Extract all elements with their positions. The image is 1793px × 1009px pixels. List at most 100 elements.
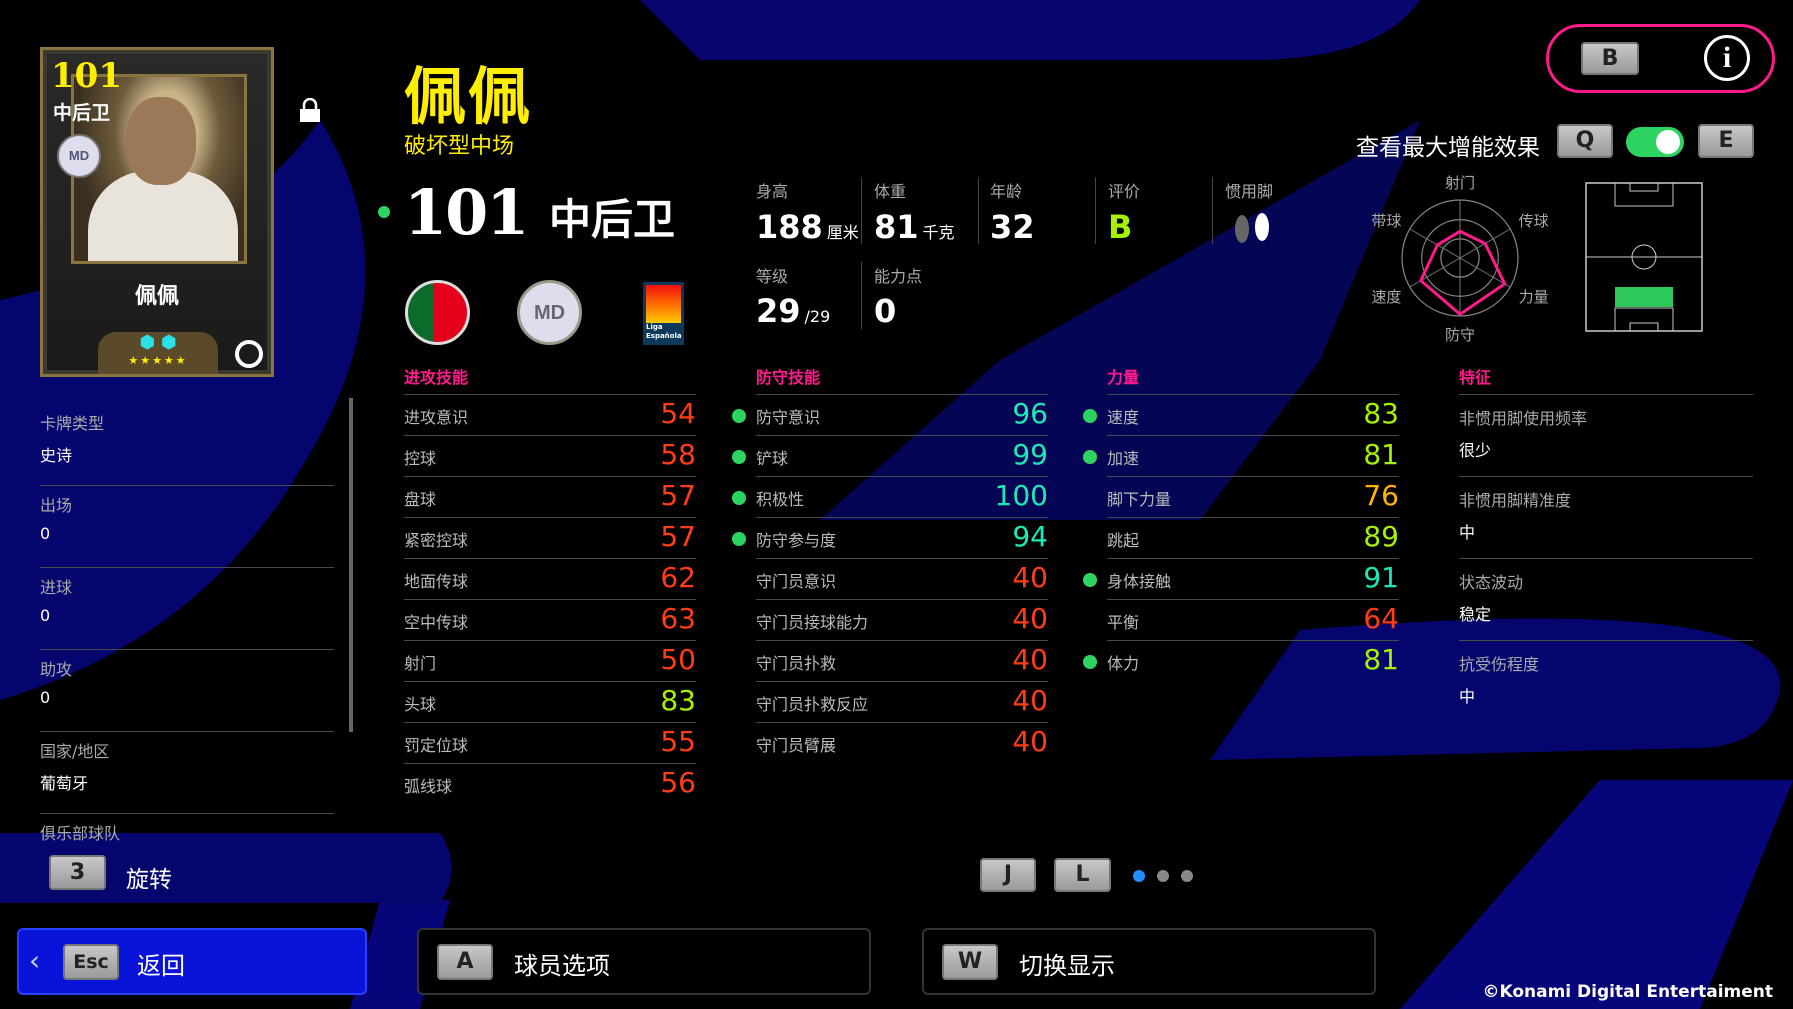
- chevron-left-icon: ‹: [29, 944, 41, 977]
- stat-row: 弧线球 56: [404, 763, 696, 804]
- position-pitch-map: [1585, 182, 1703, 332]
- stat-row: 控球 58: [404, 435, 696, 476]
- top-right-controls: [1546, 24, 1775, 93]
- stat-value: 76: [1363, 479, 1399, 512]
- efootball-logo-icon: [235, 340, 263, 368]
- lock-icon[interactable]: [299, 98, 321, 122]
- radar-axis: [1459, 257, 1511, 288]
- radar-axis: [1409, 228, 1461, 259]
- stat-row: 进攻意识 54: [404, 394, 696, 435]
- esc-key: Esc: [63, 944, 119, 980]
- player-options-label: 球员选项: [514, 952, 610, 980]
- info-item-value: 史诗: [40, 446, 73, 465]
- grade-value: B: [1108, 208, 1133, 246]
- section-title: 力量: [1107, 368, 1140, 387]
- trait-value: 中: [1459, 523, 1476, 542]
- card-rating: 101: [51, 56, 122, 96]
- stat-name: 守门员臂展: [756, 736, 837, 755]
- stat-value: 57: [660, 520, 696, 553]
- stat-value: 100: [994, 479, 1048, 512]
- stat-row: 积极性 100: [732, 476, 1048, 517]
- boost-dot-icon: [1083, 655, 1097, 669]
- stat-row: 守门员臂展 40: [756, 722, 1048, 763]
- stat-name: 空中传球: [404, 613, 469, 632]
- switch-display-button[interactable]: W 切换显示: [922, 928, 1376, 995]
- stat-name: 盘球: [404, 490, 437, 509]
- back-label: 返回: [137, 952, 185, 980]
- player-photo: [71, 74, 247, 264]
- stat-value: 83: [660, 684, 696, 717]
- stat-row: 守门员扑救 40: [756, 640, 1048, 681]
- stat-value: 62: [660, 561, 696, 594]
- height-label: 身高: [756, 182, 789, 201]
- weight-value: 81 千克: [874, 208, 955, 246]
- stat-row: 头球 83: [404, 681, 696, 722]
- page-dot[interactable]: [1181, 870, 1193, 882]
- info-item: 出场 0: [40, 486, 334, 568]
- a-key: A: [437, 944, 493, 980]
- stat-name: 铲球: [756, 449, 789, 468]
- stat-name: 弧线球: [404, 777, 453, 796]
- scrollbar[interactable]: [349, 398, 353, 732]
- trait-value: 稳定: [1459, 605, 1492, 624]
- stat-name: 跳起: [1107, 531, 1140, 550]
- info-item-label: 进球: [40, 578, 73, 597]
- info-item-label: 卡牌类型: [40, 414, 105, 433]
- rotate-key[interactable]: 3: [49, 855, 106, 890]
- page-dot-active[interactable]: [1133, 870, 1145, 882]
- stat-value: 40: [1012, 725, 1048, 758]
- page-dot[interactable]: [1157, 870, 1169, 882]
- info-item: 俱乐部球队: [40, 814, 334, 896]
- stat-value: 55: [660, 725, 696, 758]
- age-label: 年龄: [990, 182, 1023, 201]
- stat-row: 罚定位球 55: [404, 722, 696, 763]
- info-item: 国家/地区 葡萄牙: [40, 732, 334, 814]
- stat-name: 进攻意识: [404, 408, 469, 427]
- info-icon[interactable]: i: [1704, 35, 1750, 81]
- prev-page-key[interactable]: J: [980, 858, 1036, 892]
- boost-dot-icon: [732, 409, 746, 423]
- boost-toggle[interactable]: [1626, 127, 1684, 157]
- next-page-key[interactable]: L: [1054, 858, 1111, 892]
- back-button[interactable]: ‹ Esc 返回: [17, 928, 367, 995]
- player-options-button[interactable]: A 球员选项: [417, 928, 871, 995]
- info-item: 助攻 0: [40, 650, 334, 732]
- stat-value: 91: [1363, 561, 1399, 594]
- radar-axis-label: 带球: [1371, 212, 1401, 230]
- stat-row: 体力 81: [1083, 640, 1399, 681]
- stat-row: 空中传球 63: [404, 599, 696, 640]
- footprints-icon: [1235, 213, 1269, 243]
- stat-row: 防守意识 96: [732, 394, 1048, 435]
- stat-name: 守门员扑救: [756, 654, 837, 673]
- stat-value: 64: [1363, 602, 1399, 635]
- rotate-label[interactable]: 旋转: [126, 867, 172, 893]
- q-key-button[interactable]: Q: [1557, 124, 1613, 158]
- player-card[interactable]: 101 中后卫 MD 佩佩 ⬢ ⬢ ★★★★★: [40, 47, 274, 377]
- weight-label: 体重: [874, 182, 907, 201]
- level-value: 29/29: [756, 292, 831, 330]
- overall-rating: 101: [404, 176, 529, 249]
- stat-name: 防守意识: [756, 408, 821, 427]
- stat-value: 58: [660, 438, 696, 471]
- grade-label: 评价: [1108, 182, 1141, 201]
- league-logo: Liga Española: [643, 282, 684, 345]
- info-item: 卡牌类型 史诗: [40, 404, 334, 486]
- card-club-badge: MD: [57, 134, 101, 178]
- stat-name: 积极性: [756, 490, 805, 509]
- traits-title: 特征: [1459, 368, 1492, 387]
- highlighted-position-zone: [1615, 287, 1673, 307]
- stat-value: 40: [1012, 561, 1048, 594]
- stat-row: 铲球 99: [732, 435, 1048, 476]
- b-key-button[interactable]: B: [1581, 42, 1639, 75]
- info-item-label: 出场: [40, 496, 73, 515]
- card-position: 中后卫: [53, 102, 111, 124]
- level-label: 等级: [756, 267, 789, 286]
- stat-value: 94: [1012, 520, 1048, 553]
- stat-name: 脚下力量: [1107, 490, 1172, 509]
- stat-row: 防守参与度 94: [732, 517, 1048, 558]
- stat-value: 50: [660, 643, 696, 676]
- stat-row: 身体接触 91: [1083, 558, 1399, 599]
- e-key-button[interactable]: E: [1698, 124, 1754, 158]
- stat-row: 守门员接球能力 40: [756, 599, 1048, 640]
